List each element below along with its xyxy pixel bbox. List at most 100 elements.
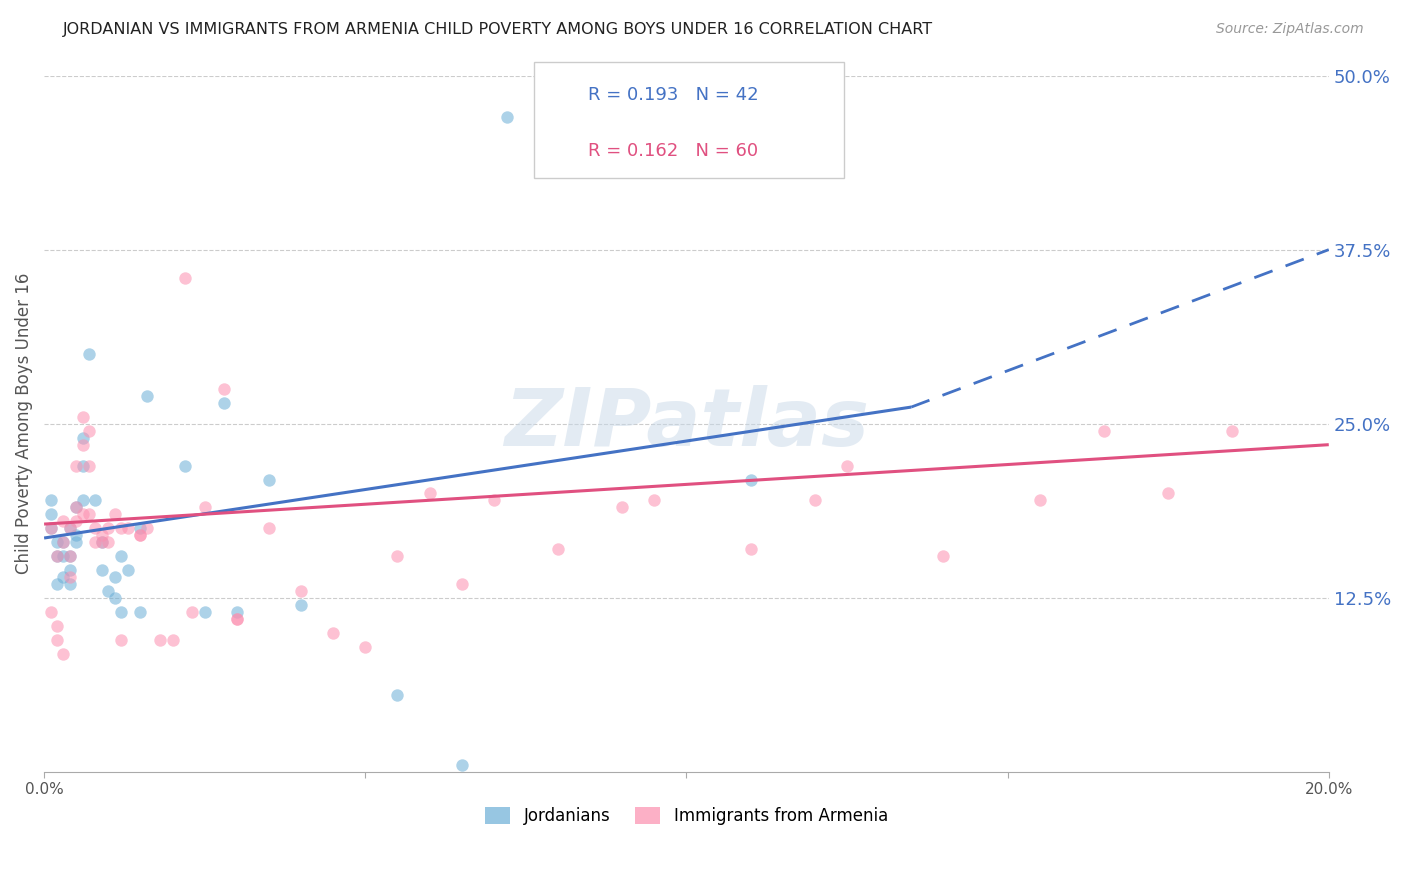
Text: JORDANIAN VS IMMIGRANTS FROM ARMENIA CHILD POVERTY AMONG BOYS UNDER 16 CORRELATI: JORDANIAN VS IMMIGRANTS FROM ARMENIA CHI… [63, 22, 934, 37]
Point [77, 458, 100, 473]
Point [450, 758, 472, 772]
Point [39, 605, 62, 619]
Point [90, 563, 112, 577]
Point [1028, 493, 1050, 508]
Point [212, 382, 235, 396]
Point [1222, 424, 1244, 438]
Point [39, 508, 62, 522]
Point [418, 486, 440, 500]
Point [46, 619, 69, 633]
Point [46, 535, 69, 549]
Point [90, 535, 112, 549]
Point [39, 493, 62, 508]
Point [149, 632, 172, 647]
Point [387, 549, 409, 563]
Point [225, 605, 247, 619]
Point [59, 570, 82, 584]
Point [77, 347, 100, 361]
Point [59, 521, 82, 535]
Point [1157, 486, 1180, 500]
Point [97, 521, 120, 535]
Point [84, 521, 107, 535]
Point [257, 521, 280, 535]
Point [72, 458, 94, 473]
Point [194, 500, 217, 515]
Point [290, 584, 312, 599]
Point [547, 542, 569, 557]
Point [129, 605, 152, 619]
Point [84, 493, 107, 508]
Point [129, 528, 152, 542]
Point [104, 591, 127, 605]
Point [97, 584, 120, 599]
Point [59, 563, 82, 577]
Point [59, 577, 82, 591]
Point [52, 535, 75, 549]
Point [180, 605, 202, 619]
Point [77, 424, 100, 438]
Point [72, 508, 94, 522]
Point [110, 521, 132, 535]
Point [495, 111, 517, 125]
Point [65, 500, 87, 515]
Point [104, 508, 127, 522]
Point [174, 458, 197, 473]
Point [52, 535, 75, 549]
Point [117, 563, 139, 577]
Point [225, 612, 247, 626]
Text: R = 0.162   N = 60: R = 0.162 N = 60 [588, 142, 758, 160]
Point [84, 535, 107, 549]
Point [110, 605, 132, 619]
Point [65, 535, 87, 549]
Point [77, 508, 100, 522]
Point [90, 535, 112, 549]
Point [52, 647, 75, 661]
Point [129, 521, 152, 535]
Point [117, 521, 139, 535]
Point [59, 521, 82, 535]
Text: ZIPatlas: ZIPatlas [503, 384, 869, 463]
Point [932, 549, 955, 563]
Point [65, 500, 87, 515]
Text: Source: ZipAtlas.com: Source: ZipAtlas.com [1216, 22, 1364, 37]
Point [65, 458, 87, 473]
Point [482, 493, 505, 508]
Point [72, 438, 94, 452]
Point [212, 396, 235, 410]
Point [65, 528, 87, 542]
Point [46, 632, 69, 647]
Point [46, 549, 69, 563]
Point [72, 493, 94, 508]
Text: R = 0.193   N = 42: R = 0.193 N = 42 [588, 86, 758, 103]
Point [612, 500, 634, 515]
Point [46, 549, 69, 563]
Point [65, 514, 87, 528]
Point [257, 473, 280, 487]
Point [59, 549, 82, 563]
Point [129, 528, 152, 542]
Point [225, 612, 247, 626]
Point [110, 549, 132, 563]
Point [135, 521, 157, 535]
Point [52, 549, 75, 563]
Point [290, 598, 312, 612]
Point [387, 689, 409, 703]
Point [643, 493, 665, 508]
Point [194, 605, 217, 619]
Point [740, 473, 762, 487]
Legend: Jordanians, Immigrants from Armenia: Jordanians, Immigrants from Armenia [477, 798, 896, 833]
Point [450, 577, 472, 591]
Point [174, 270, 197, 285]
Point [72, 409, 94, 424]
Point [135, 389, 157, 403]
Point [104, 570, 127, 584]
Point [322, 625, 344, 640]
Point [354, 640, 377, 654]
Point [39, 521, 62, 535]
Point [97, 535, 120, 549]
Point [1092, 424, 1115, 438]
Point [52, 514, 75, 528]
Point [72, 431, 94, 445]
Point [52, 570, 75, 584]
Point [162, 632, 184, 647]
